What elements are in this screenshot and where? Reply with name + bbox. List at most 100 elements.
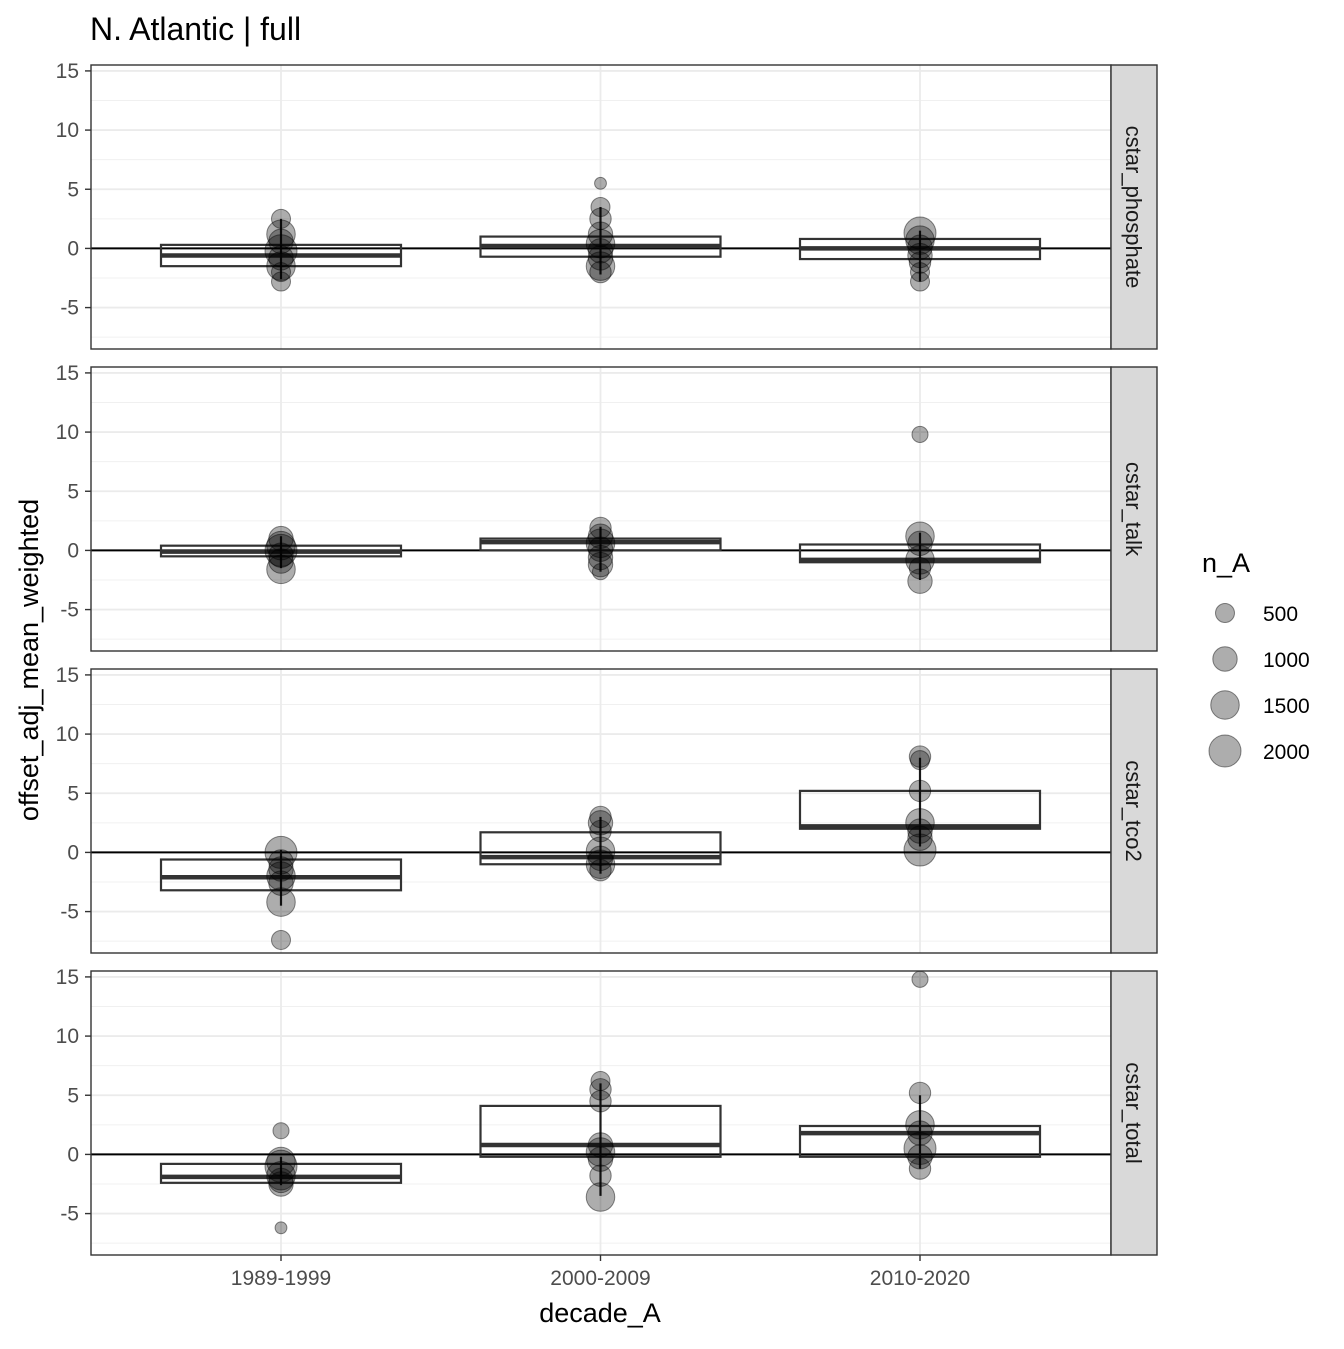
data-point — [589, 207, 612, 231]
data-point — [268, 856, 294, 882]
facet-strip-label: cstar_tco2 — [1121, 760, 1146, 862]
legend-key-circle — [1208, 734, 1242, 768]
y-tick-label: 15 — [56, 966, 79, 989]
data-point — [905, 521, 935, 551]
data-point — [589, 1164, 612, 1187]
data-point — [589, 260, 612, 284]
data-point — [264, 1149, 298, 1183]
data-point — [907, 825, 933, 851]
data-point — [272, 1122, 290, 1140]
data-point — [587, 238, 614, 264]
data-point — [264, 835, 298, 869]
x-tick-label: 2000-2009 — [550, 1267, 650, 1290]
data-point — [590, 1071, 611, 1092]
data-point — [268, 849, 294, 875]
data-point — [266, 1160, 296, 1191]
data-point — [903, 833, 937, 867]
legend-key-circle — [1215, 603, 1235, 623]
data-point — [266, 554, 296, 585]
data-point — [587, 245, 614, 271]
data-point — [264, 533, 298, 567]
y-tick-label: -5 — [60, 901, 79, 924]
data-point — [585, 849, 616, 880]
y-tick-label: -5 — [60, 1203, 79, 1226]
data-point — [266, 530, 296, 561]
data-point — [274, 1221, 288, 1235]
data-point — [271, 271, 291, 292]
data-point — [268, 1171, 294, 1197]
data-point — [908, 251, 932, 274]
data-point — [266, 219, 296, 249]
data-point — [266, 251, 296, 281]
data-point — [910, 262, 930, 283]
data-point — [910, 271, 930, 292]
legend-key-circle — [1212, 646, 1238, 672]
data-point — [907, 530, 933, 557]
x-tick-label: 2010-2020 — [870, 1267, 970, 1290]
legend-key-circle — [1210, 690, 1240, 720]
y-tick-label: 0 — [67, 237, 79, 260]
data-point — [905, 808, 935, 838]
data-point — [903, 216, 937, 250]
data-point — [589, 1089, 612, 1113]
data-point — [587, 536, 614, 562]
facet-strip — [1110, 970, 1158, 1256]
size-legend: n_A 500 1000 1500 2000 — [1202, 548, 1310, 768]
y-tick-label: 10 — [56, 723, 79, 746]
data-point — [591, 563, 610, 581]
data-point — [905, 225, 935, 255]
legend-title: n_A — [1202, 548, 1250, 578]
data-point — [589, 819, 612, 843]
y-axis-label: offset_adj_mean_weighted — [14, 499, 44, 821]
data-point — [908, 745, 932, 768]
y-tick-label: 5 — [67, 178, 79, 201]
data-point — [589, 1078, 612, 1101]
data-point — [907, 234, 933, 260]
data-point — [268, 542, 294, 568]
legend-key-label: 2000 — [1263, 741, 1310, 764]
x-axis-label: decade_A — [539, 1298, 661, 1328]
data-point — [903, 1132, 937, 1165]
y-tick-label: -5 — [60, 297, 79, 320]
data-point — [585, 1137, 616, 1167]
data-point — [908, 779, 932, 803]
data-point — [911, 970, 929, 988]
facet-strip — [1110, 668, 1158, 954]
facet-strip — [1110, 64, 1158, 350]
data-point — [908, 1157, 932, 1180]
data-point — [589, 858, 612, 882]
data-point — [268, 548, 294, 574]
chart-title: N. Atlantic | full — [90, 11, 301, 47]
data-point — [587, 551, 614, 578]
data-point — [587, 810, 614, 836]
data-point — [590, 197, 611, 217]
data-point — [594, 176, 607, 190]
data-point — [908, 1081, 932, 1105]
data-point — [910, 750, 930, 771]
data-point — [585, 228, 616, 259]
y-tick-label: 15 — [56, 362, 79, 385]
data-point — [587, 1132, 614, 1158]
data-point — [587, 1146, 614, 1172]
data-point — [907, 818, 933, 844]
data-point — [908, 556, 932, 580]
data-point — [266, 887, 296, 917]
y-tick-label: -5 — [60, 599, 79, 622]
data-point — [587, 523, 614, 549]
data-point — [268, 870, 294, 896]
data-point — [271, 929, 291, 950]
data-point — [907, 1144, 933, 1170]
y-tick-label: 5 — [67, 1084, 79, 1107]
data-point — [587, 544, 614, 571]
legend-key-label: 1500 — [1263, 695, 1310, 718]
data-point — [266, 861, 296, 891]
y-tick-label: 10 — [56, 1025, 79, 1048]
data-point — [266, 1146, 296, 1177]
data-point — [907, 1120, 933, 1146]
y-tick-label: 10 — [56, 421, 79, 444]
x-tick-label: 1989-1999 — [231, 1267, 331, 1290]
data-point — [268, 245, 294, 271]
facet-panels: -5 0 5 10 15 cstar_phosphate -5 0 5 10 15 cstar_tal… — [56, 60, 1158, 1256]
